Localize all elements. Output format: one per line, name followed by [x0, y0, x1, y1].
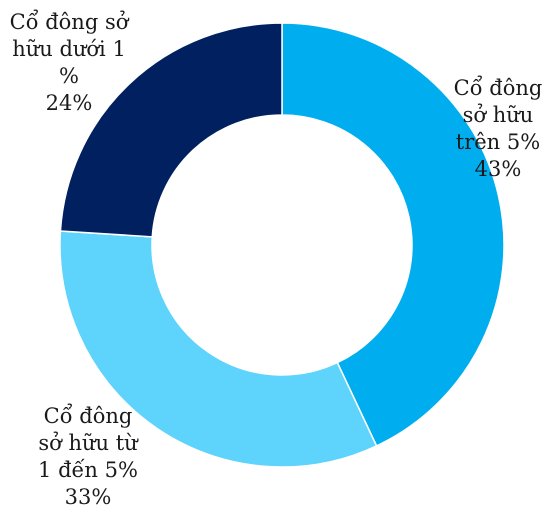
- data-label-line: trên 5%: [455, 130, 541, 154]
- data-label-percent: 24%: [45, 91, 93, 115]
- data-label-line: Cổ đông: [43, 404, 133, 428]
- data-label-line: 1 đến 5%: [38, 458, 138, 482]
- data-label-1-to-5pct: Cổ đông sở hữu từ 1 đến 5% 33%: [28, 403, 148, 511]
- data-label-above-5pct: Cổ đông sở hữu trên 5% 43%: [438, 75, 552, 183]
- data-label-percent: 33%: [64, 485, 112, 509]
- data-label-line: sở hữu: [462, 103, 534, 127]
- slice-above-5pct: [281, 22, 505, 447]
- data-label-line: hữu dưới 1: [12, 37, 126, 61]
- data-label-line: sở hữu từ: [38, 431, 138, 455]
- data-label-below-1pct: Cổ đông sở hữu dưới 1 % 24%: [0, 9, 138, 117]
- data-label-line: %: [59, 64, 79, 88]
- slice-1-to-5pct: [59, 230, 378, 468]
- donut-slices: [59, 22, 505, 468]
- data-label-line: Cổ đông: [453, 76, 543, 100]
- data-label-percent: 43%: [474, 157, 522, 181]
- slice-below-1pct: [59, 22, 283, 238]
- data-label-line: Cổ đông sở: [9, 10, 129, 34]
